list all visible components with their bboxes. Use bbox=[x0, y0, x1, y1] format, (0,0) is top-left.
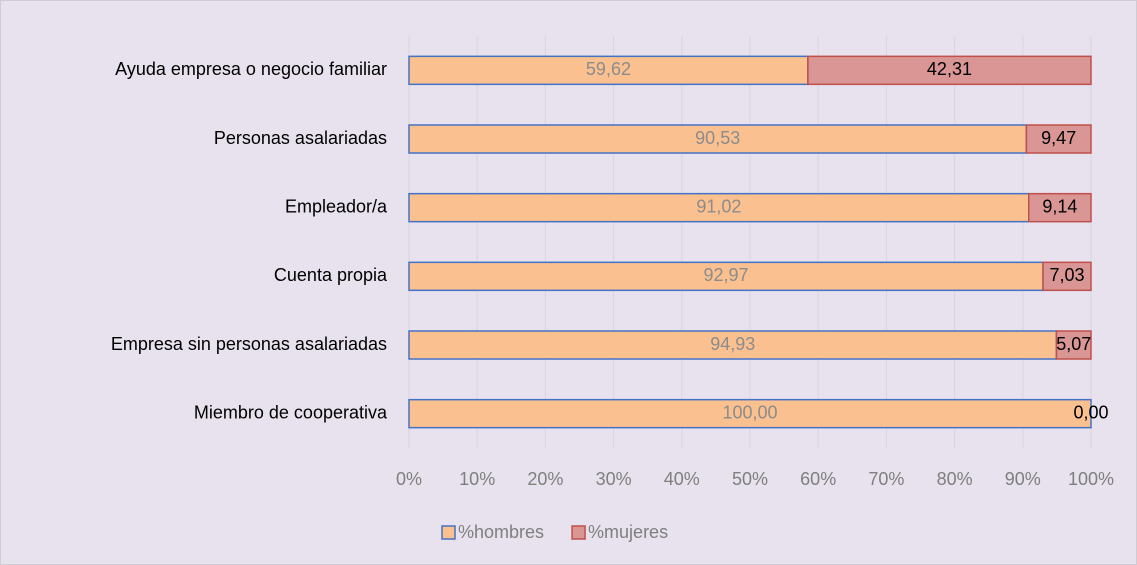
data-label: 100,00 bbox=[722, 402, 777, 422]
y-tick-label: Empresa sin personas asalariadas bbox=[111, 334, 387, 354]
x-tick-label: 40% bbox=[664, 469, 700, 489]
x-tick-label: 100% bbox=[1068, 469, 1114, 489]
bar-segment bbox=[807, 55, 1092, 86]
bar-segment bbox=[408, 398, 1092, 429]
bar-segment bbox=[408, 124, 1028, 154]
bar-segment bbox=[408, 192, 1030, 223]
data-label: 9,14 bbox=[1042, 196, 1077, 216]
data-label: 59,62 bbox=[586, 59, 631, 79]
data-label: 94,93 bbox=[710, 334, 755, 354]
x-tick-label: 0% bbox=[396, 469, 422, 489]
x-tick-label: 60% bbox=[800, 469, 836, 489]
y-tick-label: Miembro de cooperativa bbox=[194, 402, 388, 422]
legend-swatch bbox=[441, 525, 456, 540]
x-tick-label: 20% bbox=[527, 469, 563, 489]
x-tick-label: 90% bbox=[1005, 469, 1041, 489]
y-tick-label: Empleador/a bbox=[285, 196, 388, 216]
x-tick-label: 30% bbox=[596, 469, 632, 489]
y-tick-label: Personas asalariadas bbox=[214, 128, 387, 148]
data-label: 92,97 bbox=[704, 265, 749, 285]
legend-label: %hombres bbox=[458, 522, 544, 542]
data-label: 91,02 bbox=[696, 196, 741, 216]
data-label: 5,07 bbox=[1056, 334, 1091, 354]
legend-label: %mujeres bbox=[588, 522, 668, 542]
data-label: 42,31 bbox=[927, 59, 972, 79]
x-tick-label: 70% bbox=[868, 469, 904, 489]
bar-segment bbox=[1042, 261, 1092, 292]
data-label: 9,47 bbox=[1041, 128, 1076, 148]
y-tick-label: Cuenta propia bbox=[274, 265, 388, 285]
y-tick-label: Ayuda empresa o negocio familiar bbox=[115, 59, 387, 79]
data-label: 7,03 bbox=[1050, 265, 1085, 285]
bar-segment bbox=[1055, 330, 1092, 360]
bar-segment bbox=[1025, 124, 1092, 154]
legend-swatch bbox=[571, 525, 586, 540]
data-label: 0,00 bbox=[1073, 402, 1108, 422]
bar-segment bbox=[408, 55, 809, 86]
x-tick-label: 50% bbox=[732, 469, 768, 489]
x-tick-label: 10% bbox=[459, 469, 495, 489]
data-label: 90,53 bbox=[695, 128, 740, 148]
x-tick-label: 80% bbox=[937, 469, 973, 489]
bar-segment bbox=[1028, 192, 1092, 223]
